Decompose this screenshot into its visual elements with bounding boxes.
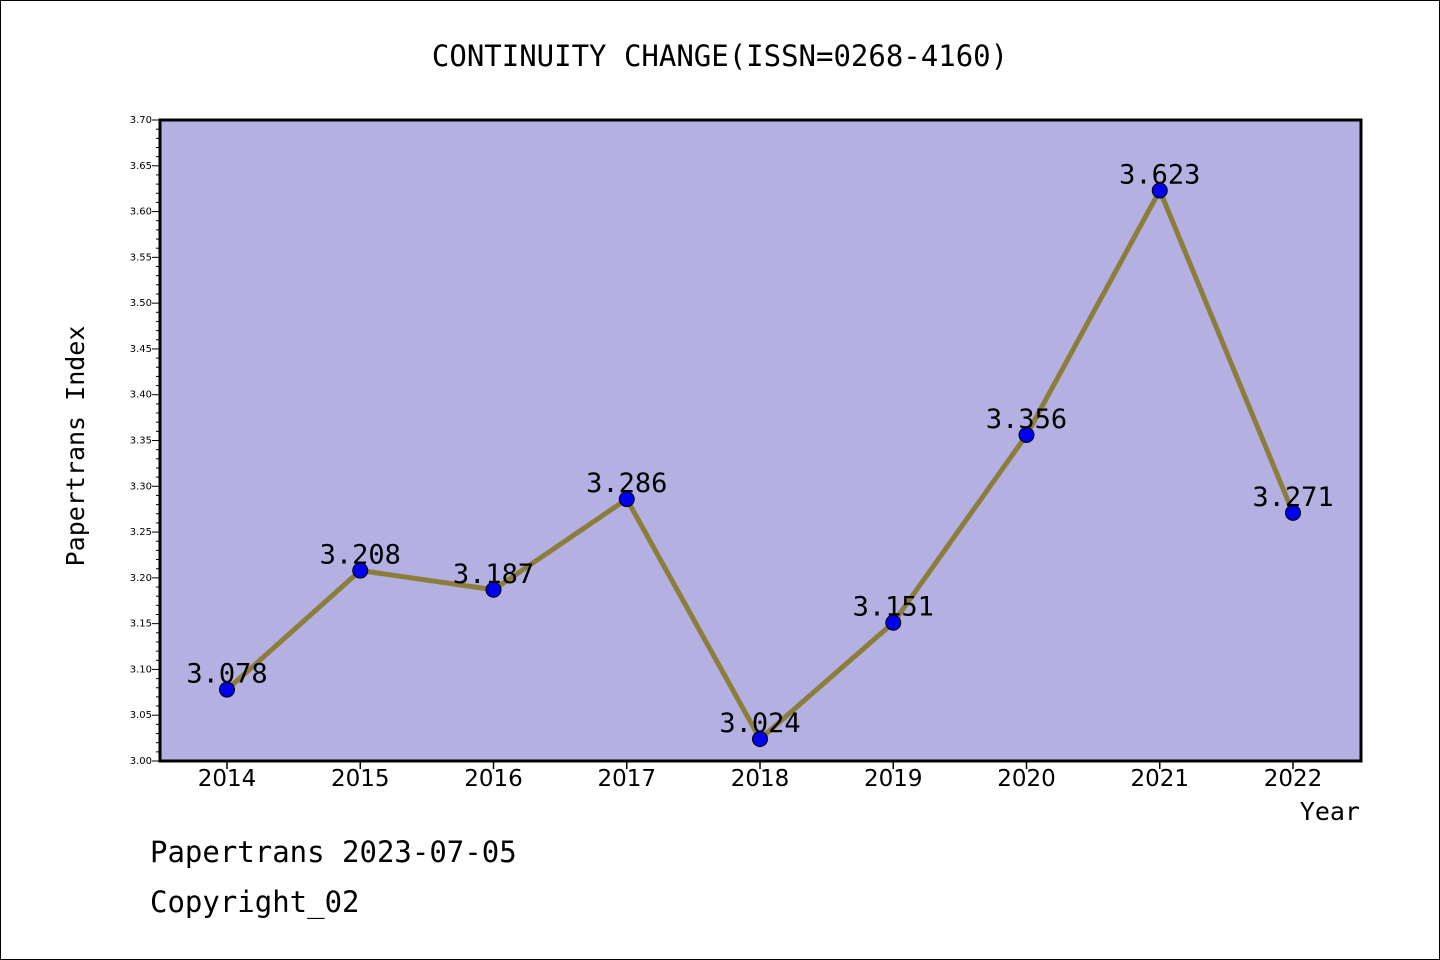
data-point-marker: [219, 681, 235, 698]
data-value-label: 3.078: [186, 659, 267, 690]
data-point-marker: [1018, 427, 1035, 444]
y-tick-label: 3.30: [130, 481, 152, 492]
chart-title: CONTINUITY CHANGE(ISSN=0268-4160): [432, 39, 1008, 73]
data-point-marker: [485, 581, 502, 598]
data-value-label: 3.208: [320, 540, 401, 571]
y-tick-label: 3.55: [130, 252, 152, 263]
x-tick-label: 2015: [331, 766, 390, 792]
data-point-marker: [752, 731, 768, 748]
data-value-label: 3.271: [1252, 482, 1333, 513]
x-tick-label: 2014: [198, 766, 257, 792]
y-tick-label: 3.60: [130, 207, 152, 218]
y-tick-label: 3.25: [130, 527, 152, 538]
data-point-marker: [1151, 182, 1168, 199]
data-value-label: 3.356: [986, 404, 1067, 435]
x-tick-label: 2022: [1264, 766, 1323, 792]
y-tick-label: 3.10: [130, 664, 152, 675]
data-point-marker: [1285, 504, 1301, 521]
y-tick-label: 3.65: [130, 161, 152, 172]
x-axis-label: Year: [1300, 797, 1360, 826]
data-value-label: 3.623: [1119, 160, 1200, 191]
y-tick-label: 3.15: [130, 619, 152, 630]
y-tick-label: 3.70: [130, 115, 152, 126]
y-tick-label: 3.00: [130, 756, 152, 767]
y-tick-label: 3.05: [130, 710, 152, 721]
data-value-label: 3.187: [453, 559, 534, 590]
data-point-marker: [618, 491, 635, 508]
x-tick-label: 2018: [731, 766, 790, 792]
x-axis: 2014 2015 2016 2017 2018 2019 2020 2021 2022: [198, 761, 1323, 792]
data-value-label: 3.151: [853, 592, 934, 623]
x-tick-label: 2020: [997, 766, 1056, 792]
y-tick-label: 3.40: [130, 390, 152, 401]
data-markers: [219, 182, 1301, 748]
data-point-marker: [885, 614, 902, 631]
x-tick-label: 2016: [464, 766, 523, 792]
x-tick-label: 2019: [864, 766, 923, 792]
data-labels: 3.078 3.208 3.187 3.286 3.024 3.151 3.356 3.623…: [186, 160, 1333, 740]
data-value-label: 3.024: [719, 708, 800, 739]
y-axis-label: Papertrans Index: [61, 326, 90, 567]
y-axis: 3.00 3.05 3.10 3.15 3.20 3.25 3.30 3.35 3.40 3.45…: [130, 115, 160, 767]
y-tick-label: 3.45: [130, 344, 152, 355]
plot-area: [158, 118, 1363, 763]
x-tick-label: 2017: [597, 766, 656, 792]
y-tick-label: 3.50: [130, 298, 152, 309]
footer-date-line: Papertrans 2023-07-05: [150, 835, 517, 869]
data-point-marker: [352, 562, 369, 579]
y-tick-label: 3.20: [130, 573, 152, 584]
y-tick-label: 3.35: [130, 436, 152, 447]
data-value-label: 3.286: [586, 468, 667, 499]
footer-copyright: Copyright_02: [150, 885, 360, 919]
x-tick-label: 2021: [1130, 766, 1189, 792]
